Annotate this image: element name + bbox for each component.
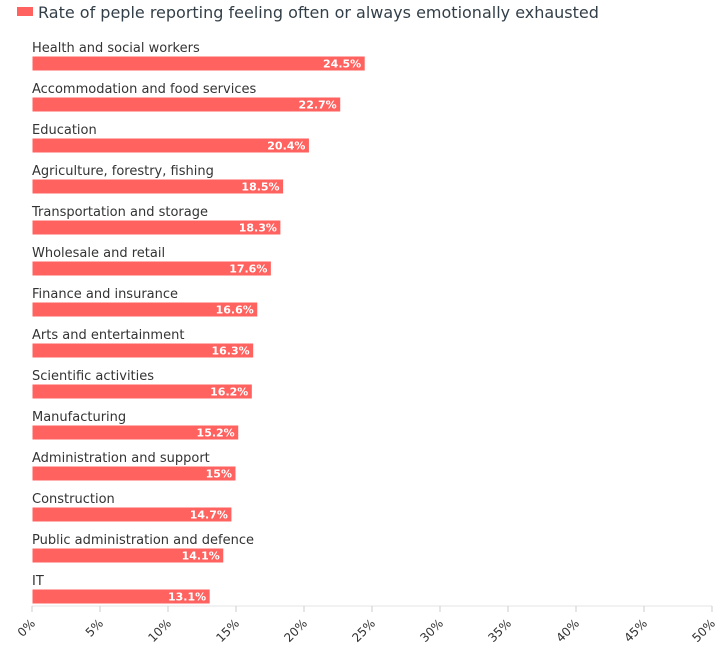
x-tick-label: 30% [417, 616, 446, 645]
category-label: Public administration and defence [32, 533, 254, 548]
x-tick-label: 20% [281, 616, 310, 645]
bar-row: IT 13.1% [31, 574, 211, 605]
bar-row: Public administration and defence 14.1% [31, 533, 254, 564]
data-label: 16.2% [210, 386, 248, 399]
data-label: 14.1% [182, 550, 220, 563]
bar-row: Construction 14.7% [31, 492, 233, 523]
x-tick-label: 0% [15, 616, 38, 639]
bar-row: Transportation and storage 18.3% [31, 205, 282, 236]
x-axis: 0% 5% 10% 15% 20% 25% 30% 35% 40% 45% 50% [15, 606, 718, 645]
category-label: Agriculture, forestry, fishing [32, 164, 214, 179]
bar[interactable] [31, 260, 272, 277]
bar-row: Accommodation and food services 22.7% [31, 82, 342, 113]
bar-rows: Health and social workers 24.5% Accommodat… [31, 41, 366, 605]
x-tick-label: 40% [553, 616, 582, 645]
x-tick-label: 25% [349, 616, 378, 645]
category-label: Administration and support [32, 451, 210, 466]
category-label: Wholesale and retail [32, 246, 165, 261]
bar-row: Finance and insurance 16.6% [31, 287, 259, 318]
legend-label: Rate of peple reporting feeling often or… [38, 3, 599, 22]
data-label: 18.5% [241, 181, 279, 194]
data-label: 22.7% [299, 99, 337, 112]
x-tick-label: 45% [621, 616, 650, 645]
category-label: Education [32, 123, 97, 138]
data-label: 17.6% [229, 263, 267, 276]
bar[interactable] [31, 465, 237, 482]
category-label: Arts and entertainment [32, 328, 184, 343]
bar-row: Education 20.4% [31, 123, 310, 154]
data-label: 15.2% [197, 427, 235, 440]
data-label: 15% [206, 468, 232, 481]
category-label: IT [32, 574, 44, 589]
category-label: Construction [32, 492, 115, 507]
category-label: Scientific activities [32, 369, 154, 384]
data-label: 13.1% [168, 591, 206, 604]
category-label: Health and social workers [32, 41, 200, 56]
bar-row: Manufacturing 15.2% [31, 410, 240, 441]
data-label: 20.4% [267, 140, 305, 153]
category-label: Accommodation and food services [32, 82, 256, 97]
x-tick-label: 10% [145, 616, 174, 645]
bar[interactable] [31, 342, 255, 359]
legend-swatch [17, 7, 33, 16]
bar[interactable] [31, 424, 240, 441]
bar[interactable] [31, 383, 253, 400]
bar[interactable] [31, 506, 233, 523]
bar[interactable] [31, 547, 225, 564]
bar[interactable] [31, 219, 282, 236]
category-label: Transportation and storage [31, 205, 208, 220]
data-label: 16.6% [216, 304, 254, 317]
bar-row: Agriculture, forestry, fishing 18.5% [31, 164, 285, 195]
bar-row: Wholesale and retail 17.6% [31, 246, 272, 277]
category-label: Finance and insurance [32, 287, 178, 302]
bar[interactable] [31, 178, 285, 195]
data-label: 18.3% [239, 222, 277, 235]
data-label: 16.3% [212, 345, 250, 358]
data-label: 14.7% [190, 509, 228, 522]
x-tick-label: 5% [83, 616, 106, 639]
bar[interactable] [31, 137, 310, 154]
bar-row: Arts and entertainment 16.3% [31, 328, 255, 359]
legend[interactable]: Rate of peple reporting feeling often or… [17, 3, 599, 22]
bar-row: Health and social workers 24.5% [31, 41, 366, 72]
data-label: 24.5% [323, 58, 361, 71]
bar[interactable] [31, 301, 259, 318]
category-label: Manufacturing [32, 410, 126, 425]
bar-row: Administration and support 15% [31, 451, 237, 482]
x-tick-label: 15% [213, 616, 242, 645]
bar-row: Scientific activities 16.2% [31, 369, 253, 400]
bar[interactable] [31, 55, 366, 72]
bar[interactable] [31, 96, 342, 113]
x-tick-label: 35% [485, 616, 514, 645]
x-tick-label: 50% [689, 616, 718, 645]
bar[interactable] [31, 588, 211, 605]
